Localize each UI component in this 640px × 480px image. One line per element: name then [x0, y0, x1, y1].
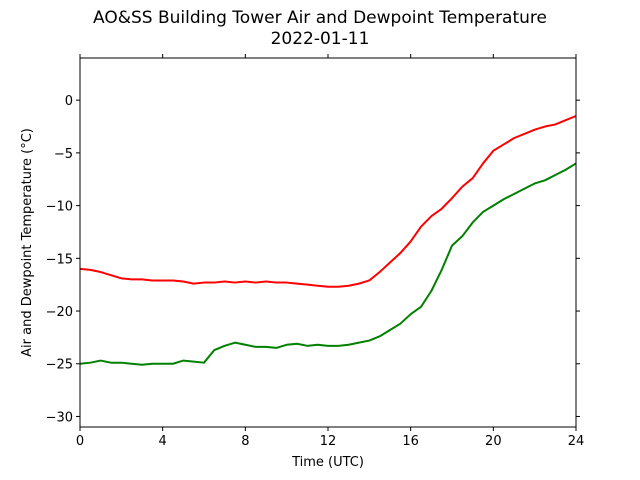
- plot-frame: [79, 57, 577, 428]
- y-tick-label: −25: [46, 358, 73, 373]
- x-tick-label: 16: [402, 434, 419, 449]
- tick-layer: 0 4 8 12 16 20 24 −30 −25 −20 −15 −10 −5 0: [46, 54, 585, 449]
- y-axis-label: Air and Dewpoint Temperature (°C): [20, 128, 35, 357]
- series-layer: [79, 115, 577, 366]
- x-tick-label: 20: [485, 434, 502, 449]
- x-tick-label: 24: [568, 434, 585, 449]
- y-tick-label: −30: [46, 410, 73, 425]
- y-tick-label: −10: [46, 200, 73, 215]
- chart-title: AO&SS Building Tower Air and Dewpoint Te…: [92, 8, 547, 28]
- series-line-0: [79, 115, 577, 288]
- chart-subtitle: 2022-01-11: [270, 29, 370, 49]
- x-tick-label: 8: [241, 434, 249, 449]
- y-tick-label: −5: [54, 147, 73, 162]
- x-tick-label: 4: [159, 434, 167, 449]
- x-tick-label: 0: [76, 434, 84, 449]
- y-tick-label: 0: [65, 94, 73, 109]
- y-tick-label: −20: [46, 305, 73, 320]
- x-tick-label: 12: [320, 434, 337, 449]
- y-tick-label: −15: [46, 252, 73, 267]
- x-axis-label: Time (UTC): [291, 455, 364, 470]
- series-line-1: [79, 162, 577, 366]
